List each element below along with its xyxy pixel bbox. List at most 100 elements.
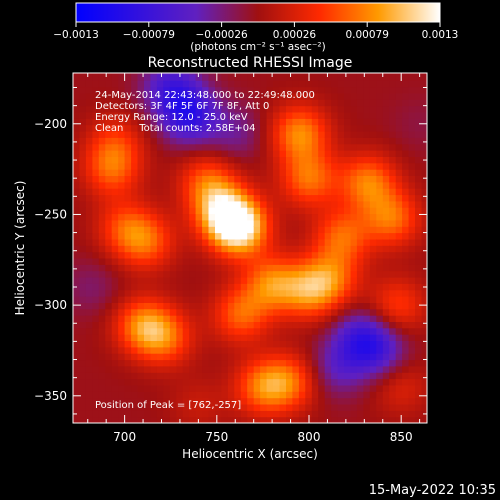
heatmap-cell xyxy=(85,251,93,259)
heatmap-cell xyxy=(344,188,352,196)
heatmap-cell xyxy=(292,207,300,215)
heatmap-cell xyxy=(253,327,261,335)
heatmap-cell xyxy=(324,213,332,221)
heatmap-cell xyxy=(260,372,268,380)
heatmap-cell xyxy=(144,416,152,423)
heatmap-cell xyxy=(356,232,364,240)
heatmap-cell xyxy=(382,372,390,380)
heatmap-cell xyxy=(208,384,216,392)
heatmap-cell xyxy=(279,169,287,176)
heatmap-cell xyxy=(208,181,216,189)
heatmap-cell xyxy=(98,378,106,386)
heatmap-cell xyxy=(318,200,326,208)
heatmap-cell xyxy=(395,277,403,284)
heatmap-cell xyxy=(389,213,397,221)
heatmap-cell xyxy=(227,131,235,138)
heatmap-cell xyxy=(279,112,287,119)
heatmap-cell xyxy=(389,302,397,310)
heatmap-cell xyxy=(163,124,171,132)
heatmap-cell xyxy=(356,384,364,392)
heatmap-cell xyxy=(131,353,139,361)
heatmap-cell xyxy=(292,73,300,75)
heatmap-cell xyxy=(273,365,281,373)
heatmap-cell xyxy=(286,156,294,164)
heatmap-cell xyxy=(331,359,339,367)
heatmap-cell xyxy=(85,188,93,196)
heatmap-cell xyxy=(111,80,119,88)
heatmap-cell xyxy=(356,156,364,164)
heatmap-cell xyxy=(85,296,93,303)
heatmap-cell xyxy=(124,289,132,297)
heatmap-cell xyxy=(279,251,287,259)
heatmap-cell xyxy=(318,340,326,348)
heatmap-cell xyxy=(363,404,371,411)
heatmap-cell xyxy=(389,143,397,151)
heatmap-cell xyxy=(150,99,158,107)
heatmap-cell xyxy=(402,391,410,399)
heatmap-cell xyxy=(144,404,152,411)
heatmap-cell xyxy=(234,416,242,423)
heatmap-cell xyxy=(79,207,87,215)
heatmap-cell xyxy=(208,169,216,176)
heatmap-cell xyxy=(234,73,242,75)
heatmap-cell xyxy=(182,340,190,348)
heatmap-cell xyxy=(195,86,203,94)
heatmap-cell xyxy=(85,162,93,170)
heatmap-cell xyxy=(156,410,164,418)
heatmap-cell xyxy=(376,137,384,145)
heatmap-cell xyxy=(137,308,145,316)
heatmap-cell xyxy=(92,73,100,75)
heatmap-cell xyxy=(240,365,248,373)
heatmap-cell xyxy=(163,340,171,348)
heatmap-cell xyxy=(260,238,268,246)
heatmap-cell xyxy=(124,162,132,170)
colorbar-ticks: −0.0013 −0.00079 −0.00026 0.00026 0.00079 0.0… xyxy=(53,22,458,41)
heatmap-cell xyxy=(344,194,352,202)
heatmap-cell xyxy=(176,327,184,335)
heatmap-cell xyxy=(286,264,294,272)
heatmap-cell xyxy=(305,302,313,310)
heatmap-cell xyxy=(389,200,397,208)
heatmap-cell xyxy=(73,238,81,246)
heatmap-cell xyxy=(253,264,261,272)
heatmap-cell xyxy=(266,404,274,411)
heatmap-cell xyxy=(240,131,248,138)
heatmap-cell xyxy=(137,232,145,240)
heatmap-cell xyxy=(202,150,210,157)
heatmap-cell xyxy=(208,213,216,221)
heatmap-cell xyxy=(240,112,248,119)
heatmap-cell xyxy=(286,80,294,88)
heatmap-cell xyxy=(221,384,229,392)
heatmap-cell xyxy=(395,365,403,373)
heatmap-cell xyxy=(421,219,427,227)
heatmap-cell xyxy=(240,302,248,310)
heatmap-cell xyxy=(227,277,235,284)
heatmap-cell xyxy=(260,175,268,183)
heatmap-cell xyxy=(363,213,371,221)
heatmap-cell xyxy=(144,194,152,202)
heatmap-cell xyxy=(311,404,319,411)
heatmap-cell xyxy=(111,372,119,380)
heatmap-cell xyxy=(163,283,171,291)
heatmap-cell xyxy=(118,416,126,423)
heatmap-cell xyxy=(221,397,229,405)
heatmap-cell xyxy=(189,238,197,246)
heatmap-cell xyxy=(137,73,145,75)
heatmap-cell xyxy=(150,258,158,265)
heatmap-cell xyxy=(260,150,268,157)
heatmap-cell xyxy=(98,410,106,418)
heatmap-cell xyxy=(292,359,300,367)
heatmap-cell xyxy=(227,99,235,107)
heatmap-cell xyxy=(286,86,294,94)
heatmap-cell xyxy=(389,137,397,145)
heatmap-cell xyxy=(215,264,223,272)
heatmap-cell xyxy=(182,156,190,164)
heatmap-cell xyxy=(182,200,190,208)
heatmap-cell xyxy=(169,73,177,81)
heatmap-cell xyxy=(402,175,410,183)
heatmap-cell xyxy=(227,80,235,88)
heatmap-cell xyxy=(331,150,339,157)
heatmap-cell xyxy=(79,384,87,392)
heatmap-cell xyxy=(298,194,306,202)
heatmap-cell xyxy=(286,378,294,386)
